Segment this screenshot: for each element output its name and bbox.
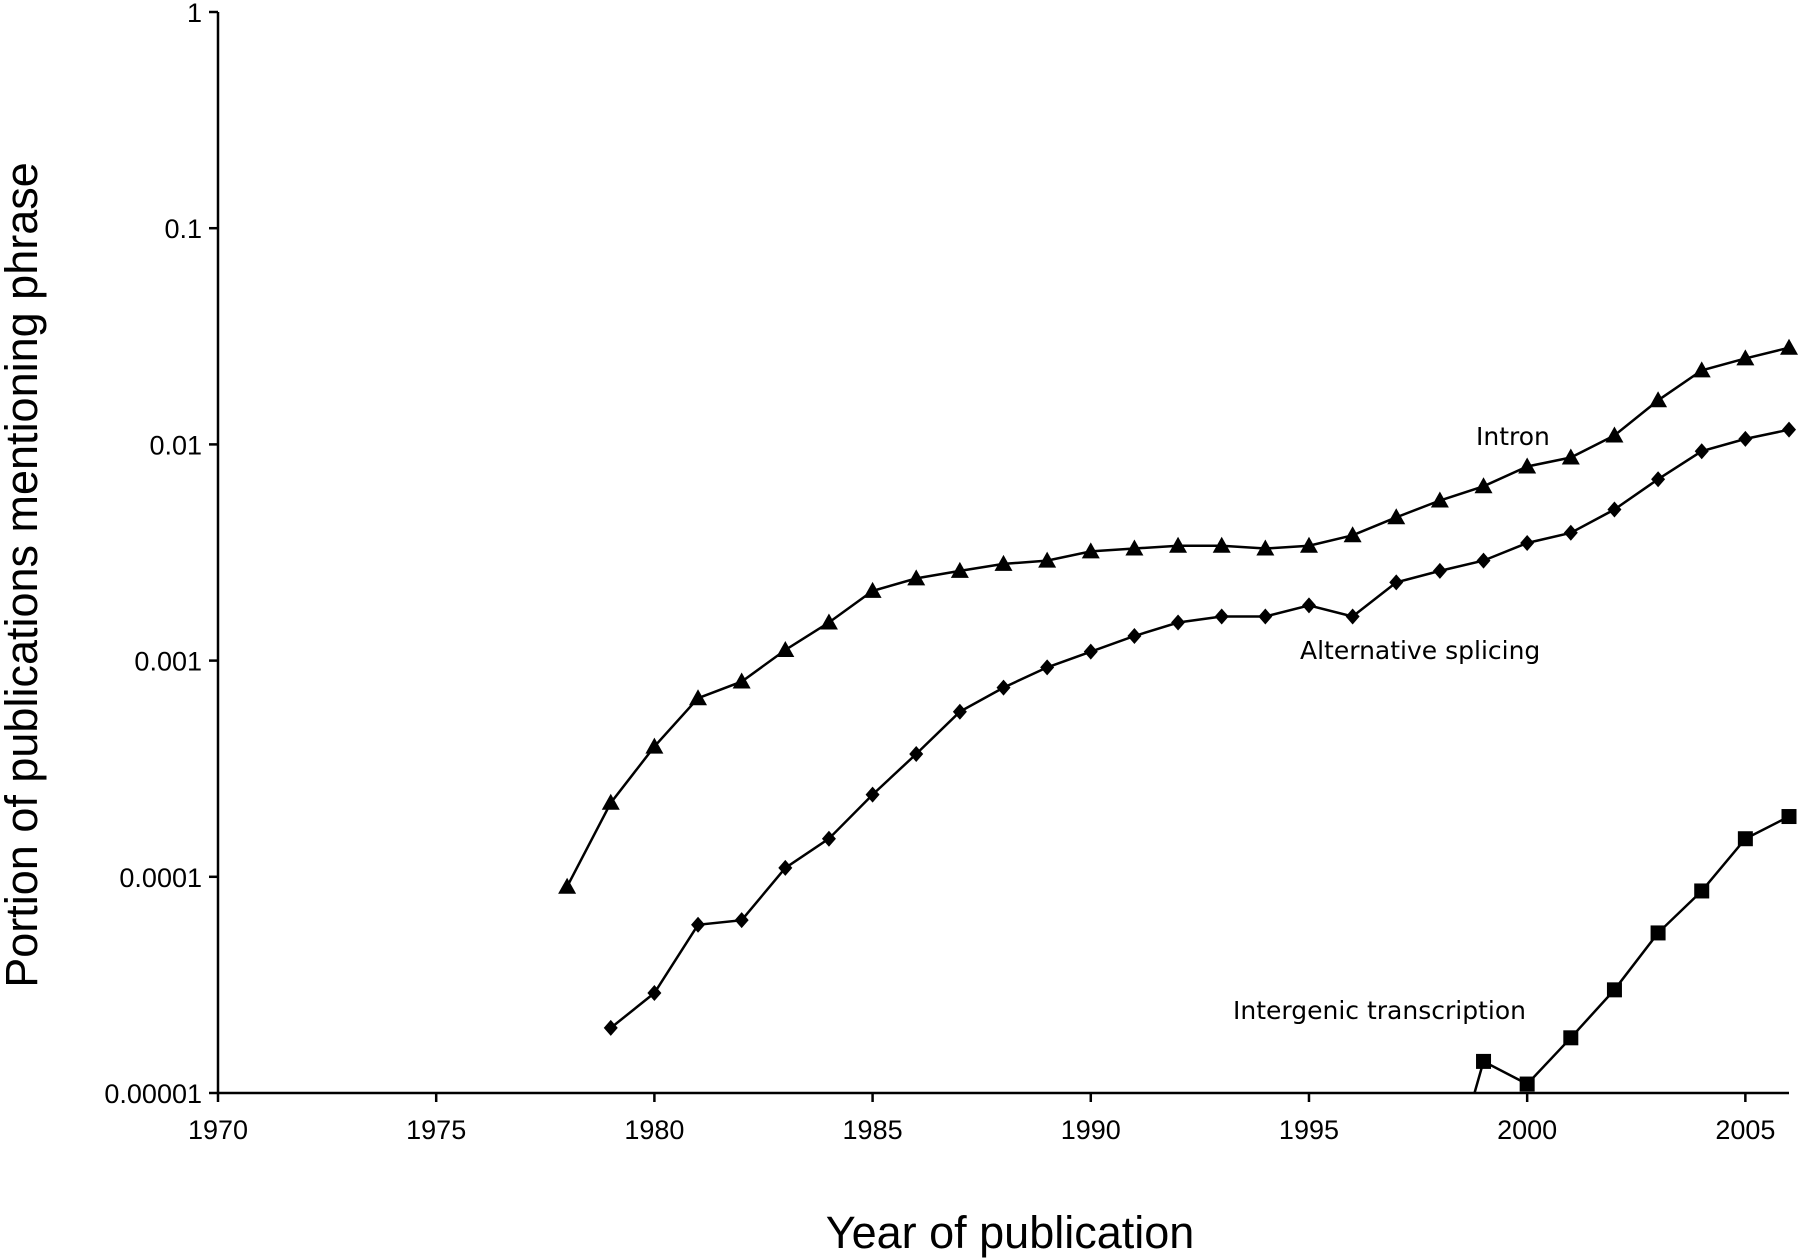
data-point-triangle	[1518, 457, 1537, 474]
data-point-diamond	[1040, 659, 1055, 676]
data-point-triangle	[1605, 426, 1624, 443]
y-axis-ticks: 0.00001 0.0001 0.001 0.01 0.1 1	[104, 0, 218, 1109]
data-point-triangle	[1387, 508, 1406, 525]
data-point-triangle	[1780, 338, 1798, 355]
data-point-diamond	[909, 745, 924, 762]
x-axis-ticks: 1970 1975 1980 1985 1990 1995 2000 2005	[188, 1093, 1775, 1145]
data-point-square	[1476, 1053, 1492, 1069]
data-point-triangle	[950, 561, 969, 578]
data-point-triangle	[1561, 448, 1580, 465]
data-point-triangle	[1081, 542, 1100, 559]
data-point-diamond	[952, 703, 967, 720]
data-point-diamond	[778, 859, 793, 876]
data-point-triangle	[863, 581, 882, 598]
data-point-diamond	[691, 916, 706, 933]
series-line-intergenic-transcription	[1473, 815, 1790, 1094]
y-tick-label: 0.001	[134, 647, 202, 677]
data-point-diamond	[1782, 421, 1796, 438]
y-tick-label: 0.1	[164, 214, 202, 244]
data-point-triangle	[1474, 477, 1493, 494]
data-point-diamond	[1563, 524, 1578, 541]
data-point-triangle	[1125, 539, 1144, 556]
data-point-diamond	[1345, 608, 1360, 625]
series-intergenic-transcription	[1473, 809, 1797, 1094]
data-point-diamond	[1476, 552, 1491, 569]
data-point-diamond	[647, 985, 662, 1002]
data-point-triangle	[1343, 526, 1362, 543]
data-point-square	[1563, 1030, 1579, 1046]
data-point-diamond	[734, 912, 749, 929]
series-line-alternative-splicing	[610, 428, 1790, 1029]
data-point-triangle	[1256, 539, 1275, 556]
data-point-square	[1519, 1076, 1535, 1092]
x-tick-label: 1970	[188, 1115, 248, 1145]
data-point-diamond	[1258, 608, 1273, 625]
x-tick-label: 1985	[843, 1115, 903, 1145]
data-point-diamond	[1651, 471, 1666, 488]
data-point-diamond	[603, 1019, 618, 1036]
data-point-triangle	[994, 554, 1013, 571]
data-point-triangle	[1212, 536, 1231, 553]
data-point-triangle	[1649, 391, 1668, 408]
series-layer	[558, 338, 1798, 1094]
data-point-square	[1737, 831, 1753, 847]
y-tick-label: 1	[187, 0, 202, 28]
y-tick-label: 0.01	[149, 430, 202, 460]
data-point-triangle	[689, 689, 708, 706]
data-point-triangle	[601, 793, 620, 810]
y-tick-label: 0.0001	[119, 863, 202, 893]
x-tick-label: 1975	[406, 1115, 466, 1145]
x-axis-title: Year of publication	[826, 1207, 1195, 1258]
data-point-diamond	[821, 830, 836, 847]
data-point-triangle	[1692, 361, 1711, 378]
y-axis-title: Portion of publications mentioning phras…	[0, 162, 47, 988]
data-point-square	[1781, 809, 1797, 825]
data-point-triangle	[776, 640, 795, 657]
data-point-triangle	[819, 613, 838, 630]
data-point-square	[1650, 925, 1666, 941]
data-point-diamond	[1301, 597, 1316, 614]
data-point-diamond	[1171, 614, 1186, 631]
x-tick-label: 1980	[624, 1115, 684, 1145]
annotation-intron: Intron	[1476, 422, 1550, 451]
data-point-triangle	[645, 737, 664, 754]
data-point-triangle	[1430, 491, 1449, 508]
data-point-square	[1606, 982, 1622, 998]
data-point-triangle	[732, 672, 751, 689]
data-point-diamond	[1607, 501, 1622, 518]
data-point-triangle	[1299, 536, 1318, 553]
data-point-diamond	[1127, 627, 1142, 644]
data-point-diamond	[1389, 574, 1404, 591]
data-point-diamond	[1432, 562, 1447, 579]
x-tick-label: 2005	[1715, 1115, 1775, 1145]
series-alternative-splicing	[603, 421, 1796, 1036]
data-point-triangle	[1038, 551, 1057, 568]
data-point-diamond	[1520, 534, 1535, 551]
x-tick-label: 1995	[1279, 1115, 1339, 1145]
data-point-diamond	[865, 786, 880, 803]
data-point-square	[1694, 883, 1710, 899]
y-tick-label: 0.00001	[104, 1079, 202, 1109]
annotation-intergenic-transcription: Intergenic transcription	[1233, 996, 1526, 1025]
data-point-diamond	[1083, 643, 1098, 660]
data-point-diamond	[1738, 430, 1753, 447]
data-point-triangle	[1736, 349, 1755, 366]
data-point-triangle	[1169, 536, 1188, 553]
series-intron	[558, 338, 1798, 894]
data-point-triangle	[558, 877, 577, 894]
x-tick-label: 2000	[1497, 1115, 1557, 1145]
annotation-alternative-splicing: Alternative splicing	[1300, 636, 1540, 665]
x-tick-label: 1990	[1061, 1115, 1121, 1145]
data-point-diamond	[1694, 443, 1709, 460]
data-point-triangle	[907, 569, 926, 586]
data-point-diamond	[996, 679, 1011, 696]
data-point-diamond	[1214, 608, 1229, 625]
